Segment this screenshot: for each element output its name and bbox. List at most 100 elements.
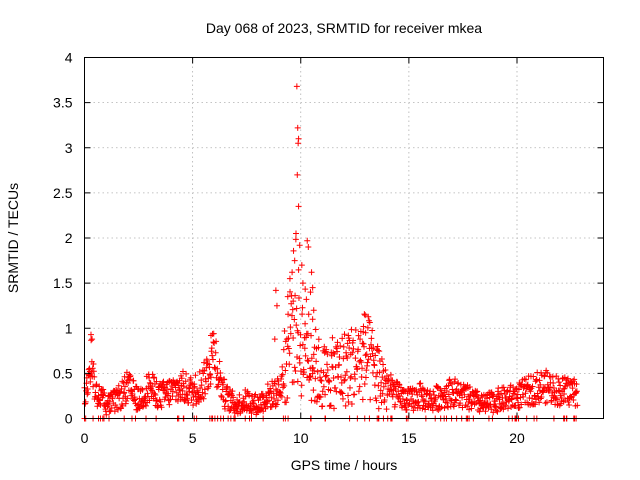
- data-point: [295, 140, 302, 147]
- data-point: [474, 388, 481, 395]
- data-point: [169, 388, 176, 395]
- data-point: [342, 402, 349, 409]
- data-point: [90, 368, 97, 375]
- data-point: [494, 408, 501, 415]
- data-point: [198, 382, 205, 389]
- data-point: [201, 367, 208, 374]
- data-point: [395, 388, 402, 395]
- data-point: [337, 343, 344, 350]
- data-point: [518, 401, 525, 408]
- plot-frame: [84, 57, 604, 419]
- data-point: [302, 286, 309, 293]
- data-point: [573, 381, 580, 388]
- data-point: [452, 376, 459, 383]
- data-point: [549, 373, 556, 380]
- data-point: [308, 269, 315, 276]
- data-point: [371, 362, 378, 369]
- data-point: [342, 372, 349, 379]
- data-point: [375, 382, 382, 389]
- data-point: [332, 343, 339, 350]
- data-point: [291, 364, 298, 371]
- data-point: [445, 404, 452, 411]
- data-point: [392, 401, 399, 408]
- data-point: [482, 408, 489, 415]
- y-tick-label: 3.5: [53, 95, 73, 111]
- data-point: [309, 365, 316, 372]
- data-point: [355, 388, 362, 395]
- data-point: [450, 403, 457, 410]
- data-point: [331, 405, 338, 412]
- y-axis-label: SRMTID / TECUs: [5, 183, 21, 293]
- data-point: [459, 404, 466, 411]
- data-point: [283, 399, 290, 406]
- data-point: [259, 390, 266, 397]
- data-point: [348, 401, 355, 408]
- data-point: [358, 359, 365, 366]
- data-point: [164, 385, 171, 392]
- data-point: [374, 347, 381, 354]
- data-point: [319, 388, 326, 395]
- data-point: [199, 389, 206, 396]
- data-point: [192, 372, 199, 379]
- data-point: [225, 403, 232, 410]
- data-point: [520, 393, 527, 400]
- data-point: [84, 391, 91, 398]
- data-point: [286, 361, 293, 368]
- data-point: [373, 397, 380, 404]
- data-point: [105, 401, 112, 408]
- data-point: [118, 385, 125, 392]
- data-point: [304, 330, 311, 337]
- data-point: [308, 332, 315, 339]
- data-point: [202, 390, 209, 397]
- data-point: [212, 349, 219, 356]
- data-point: [340, 343, 347, 350]
- axis-ticks: 0 5 10 15 20 0 0.5 1 1.5 2 2.5 3 3.5 4: [53, 50, 604, 446]
- data-point: [123, 397, 130, 404]
- data-point: [346, 384, 353, 391]
- data-point: [399, 396, 406, 403]
- data-point: [298, 262, 305, 269]
- data-point: [490, 409, 497, 416]
- data-point: [566, 402, 573, 409]
- data-point: [573, 388, 580, 395]
- data-point: [205, 375, 212, 382]
- y-tick-label: 1.5: [53, 275, 73, 291]
- data-point: [305, 244, 312, 251]
- data-point: [336, 361, 343, 368]
- data-point: [248, 410, 255, 417]
- data-point: [180, 383, 187, 390]
- data-point: [378, 355, 385, 362]
- data-point: [346, 345, 353, 352]
- data-point: [540, 384, 547, 391]
- data-point: [555, 379, 562, 386]
- data-point: [222, 405, 229, 412]
- data-point: [149, 371, 156, 378]
- data-point: [485, 404, 492, 411]
- data-point: [432, 402, 439, 409]
- data-point: [305, 311, 312, 318]
- data-point: [561, 390, 568, 397]
- data-point: [404, 397, 411, 404]
- data-point: [301, 369, 308, 376]
- data-point: [293, 322, 300, 329]
- data-point: [497, 390, 504, 397]
- data-point: [155, 403, 162, 410]
- data-point: [565, 398, 572, 405]
- data-point: [106, 398, 113, 405]
- data-point: [538, 394, 545, 401]
- data-point: [207, 380, 214, 387]
- data-point: [218, 392, 225, 399]
- data-point: [188, 389, 195, 396]
- data-point: [277, 389, 284, 396]
- data-point: [121, 383, 128, 390]
- data-point: [399, 404, 406, 411]
- data-point: [466, 396, 473, 403]
- data-point: [176, 387, 183, 394]
- data-point: [345, 392, 352, 399]
- data-point: [514, 391, 521, 398]
- data-point: [264, 381, 271, 388]
- data-point: [348, 373, 355, 380]
- data-point: [311, 367, 318, 374]
- data-point: [464, 403, 471, 410]
- data-point: [441, 405, 448, 412]
